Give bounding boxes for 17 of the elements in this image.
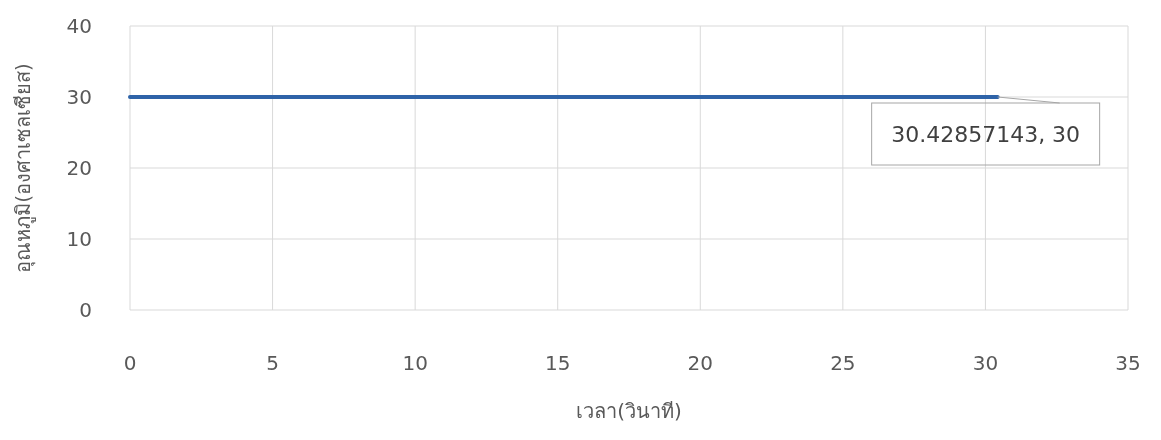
y-tick-label: 40	[66, 14, 92, 38]
y-axis-title: อุณหภูมิ(องศาเซลเซียส)	[11, 63, 36, 273]
y-tick-label: 30	[66, 85, 92, 109]
x-tick-label: 30	[972, 351, 999, 375]
y-tick-label: 20	[66, 156, 92, 180]
x-tick-label: 15	[544, 351, 571, 375]
x-tick-label: 35	[1115, 351, 1141, 375]
annotation-callout: 30.42857143, 30	[871, 96, 1101, 166]
annotation: 30.42857143, 30	[891, 122, 1081, 147]
x-tick-label: 5	[266, 351, 279, 375]
y-tick-label: 0	[79, 298, 92, 322]
x-tick-label: 25	[830, 351, 856, 375]
x-axis-title: เวลา(วินาที)	[576, 399, 682, 423]
x-tick-label: 10	[402, 351, 428, 375]
x-tick-label: 20	[687, 351, 714, 375]
y-tick-label: 10	[66, 227, 92, 251]
x-tick-label: 0	[123, 351, 137, 375]
